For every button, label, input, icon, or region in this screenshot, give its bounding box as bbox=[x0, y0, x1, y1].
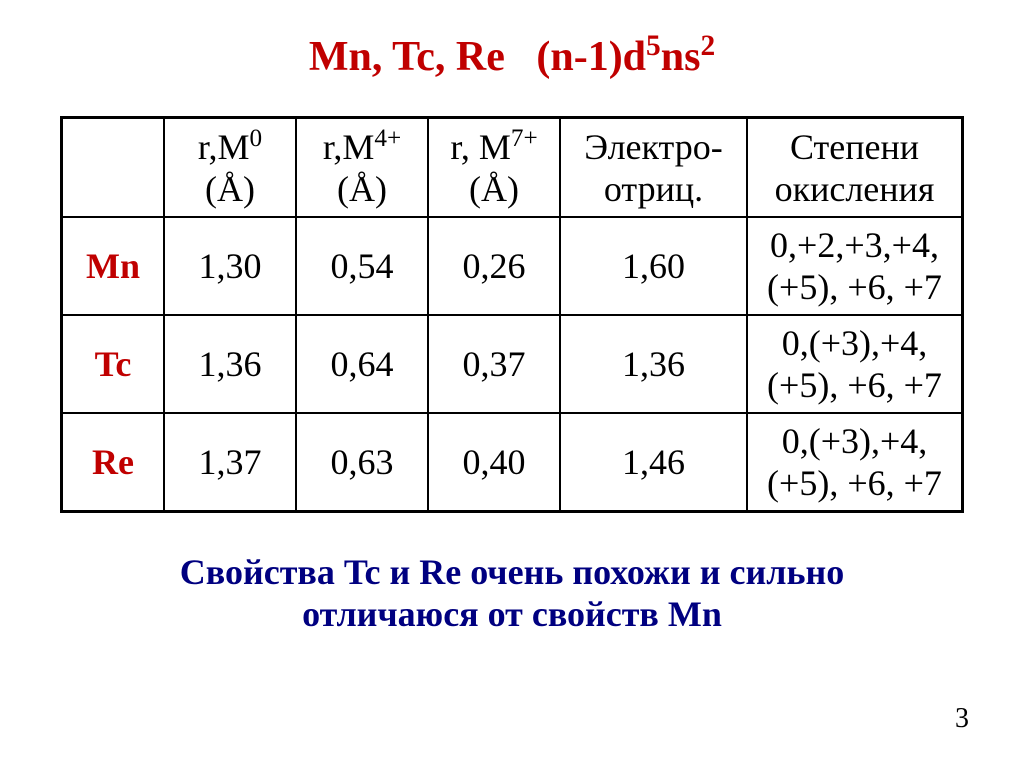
cell-en: 1,60 bbox=[560, 217, 747, 315]
header-oxidation: Степениокисления bbox=[747, 118, 963, 218]
cell-oxidation: 0,+2,+3,+4,(+5), +6, +7 bbox=[747, 217, 963, 315]
header-r4: r,M4+(Å) bbox=[296, 118, 428, 218]
cell-r0: 1,30 bbox=[164, 217, 296, 315]
page-title: Mn, Tc, Re (n-1)d5ns2 bbox=[60, 30, 964, 81]
caption-text: Свойства Tc и Re очень похожи и сильноот… bbox=[60, 551, 964, 635]
cell-oxidation: 0,(+3),+4,(+5), +6, +7 bbox=[747, 413, 963, 512]
cell-r7: 0,26 bbox=[428, 217, 560, 315]
table-header-row: r,M0(Å) r,M4+(Å) r, M7+(Å) Электро-отриц… bbox=[62, 118, 963, 218]
table-row: Tc 1,36 0,64 0,37 1,36 0,(+3),+4,(+5), +… bbox=[62, 315, 963, 413]
cell-r0: 1,37 bbox=[164, 413, 296, 512]
cell-r7: 0,40 bbox=[428, 413, 560, 512]
cell-r4: 0,64 bbox=[296, 315, 428, 413]
cell-r7: 0,37 bbox=[428, 315, 560, 413]
cell-en: 1,36 bbox=[560, 315, 747, 413]
header-r0: r,M0(Å) bbox=[164, 118, 296, 218]
cell-oxidation: 0,(+3),+4,(+5), +6, +7 bbox=[747, 315, 963, 413]
header-empty bbox=[62, 118, 165, 218]
page-number: 3 bbox=[955, 703, 969, 735]
cell-r4: 0,63 bbox=[296, 413, 428, 512]
table-row: Re 1,37 0,63 0,40 1,46 0,(+3),+4,(+5), +… bbox=[62, 413, 963, 512]
header-r7: r, M7+(Å) bbox=[428, 118, 560, 218]
cell-en: 1,46 bbox=[560, 413, 747, 512]
cell-r4: 0,54 bbox=[296, 217, 428, 315]
properties-table: r,M0(Å) r,M4+(Å) r, M7+(Å) Электро-отриц… bbox=[60, 116, 964, 513]
row-label-mn: Mn bbox=[62, 217, 165, 315]
header-electroneg: Электро-отриц. bbox=[560, 118, 747, 218]
row-label-tc: Tc bbox=[62, 315, 165, 413]
row-label-re: Re bbox=[62, 413, 165, 512]
cell-r0: 1,36 bbox=[164, 315, 296, 413]
table-row: Mn 1,30 0,54 0,26 1,60 0,+2,+3,+4,(+5), … bbox=[62, 217, 963, 315]
